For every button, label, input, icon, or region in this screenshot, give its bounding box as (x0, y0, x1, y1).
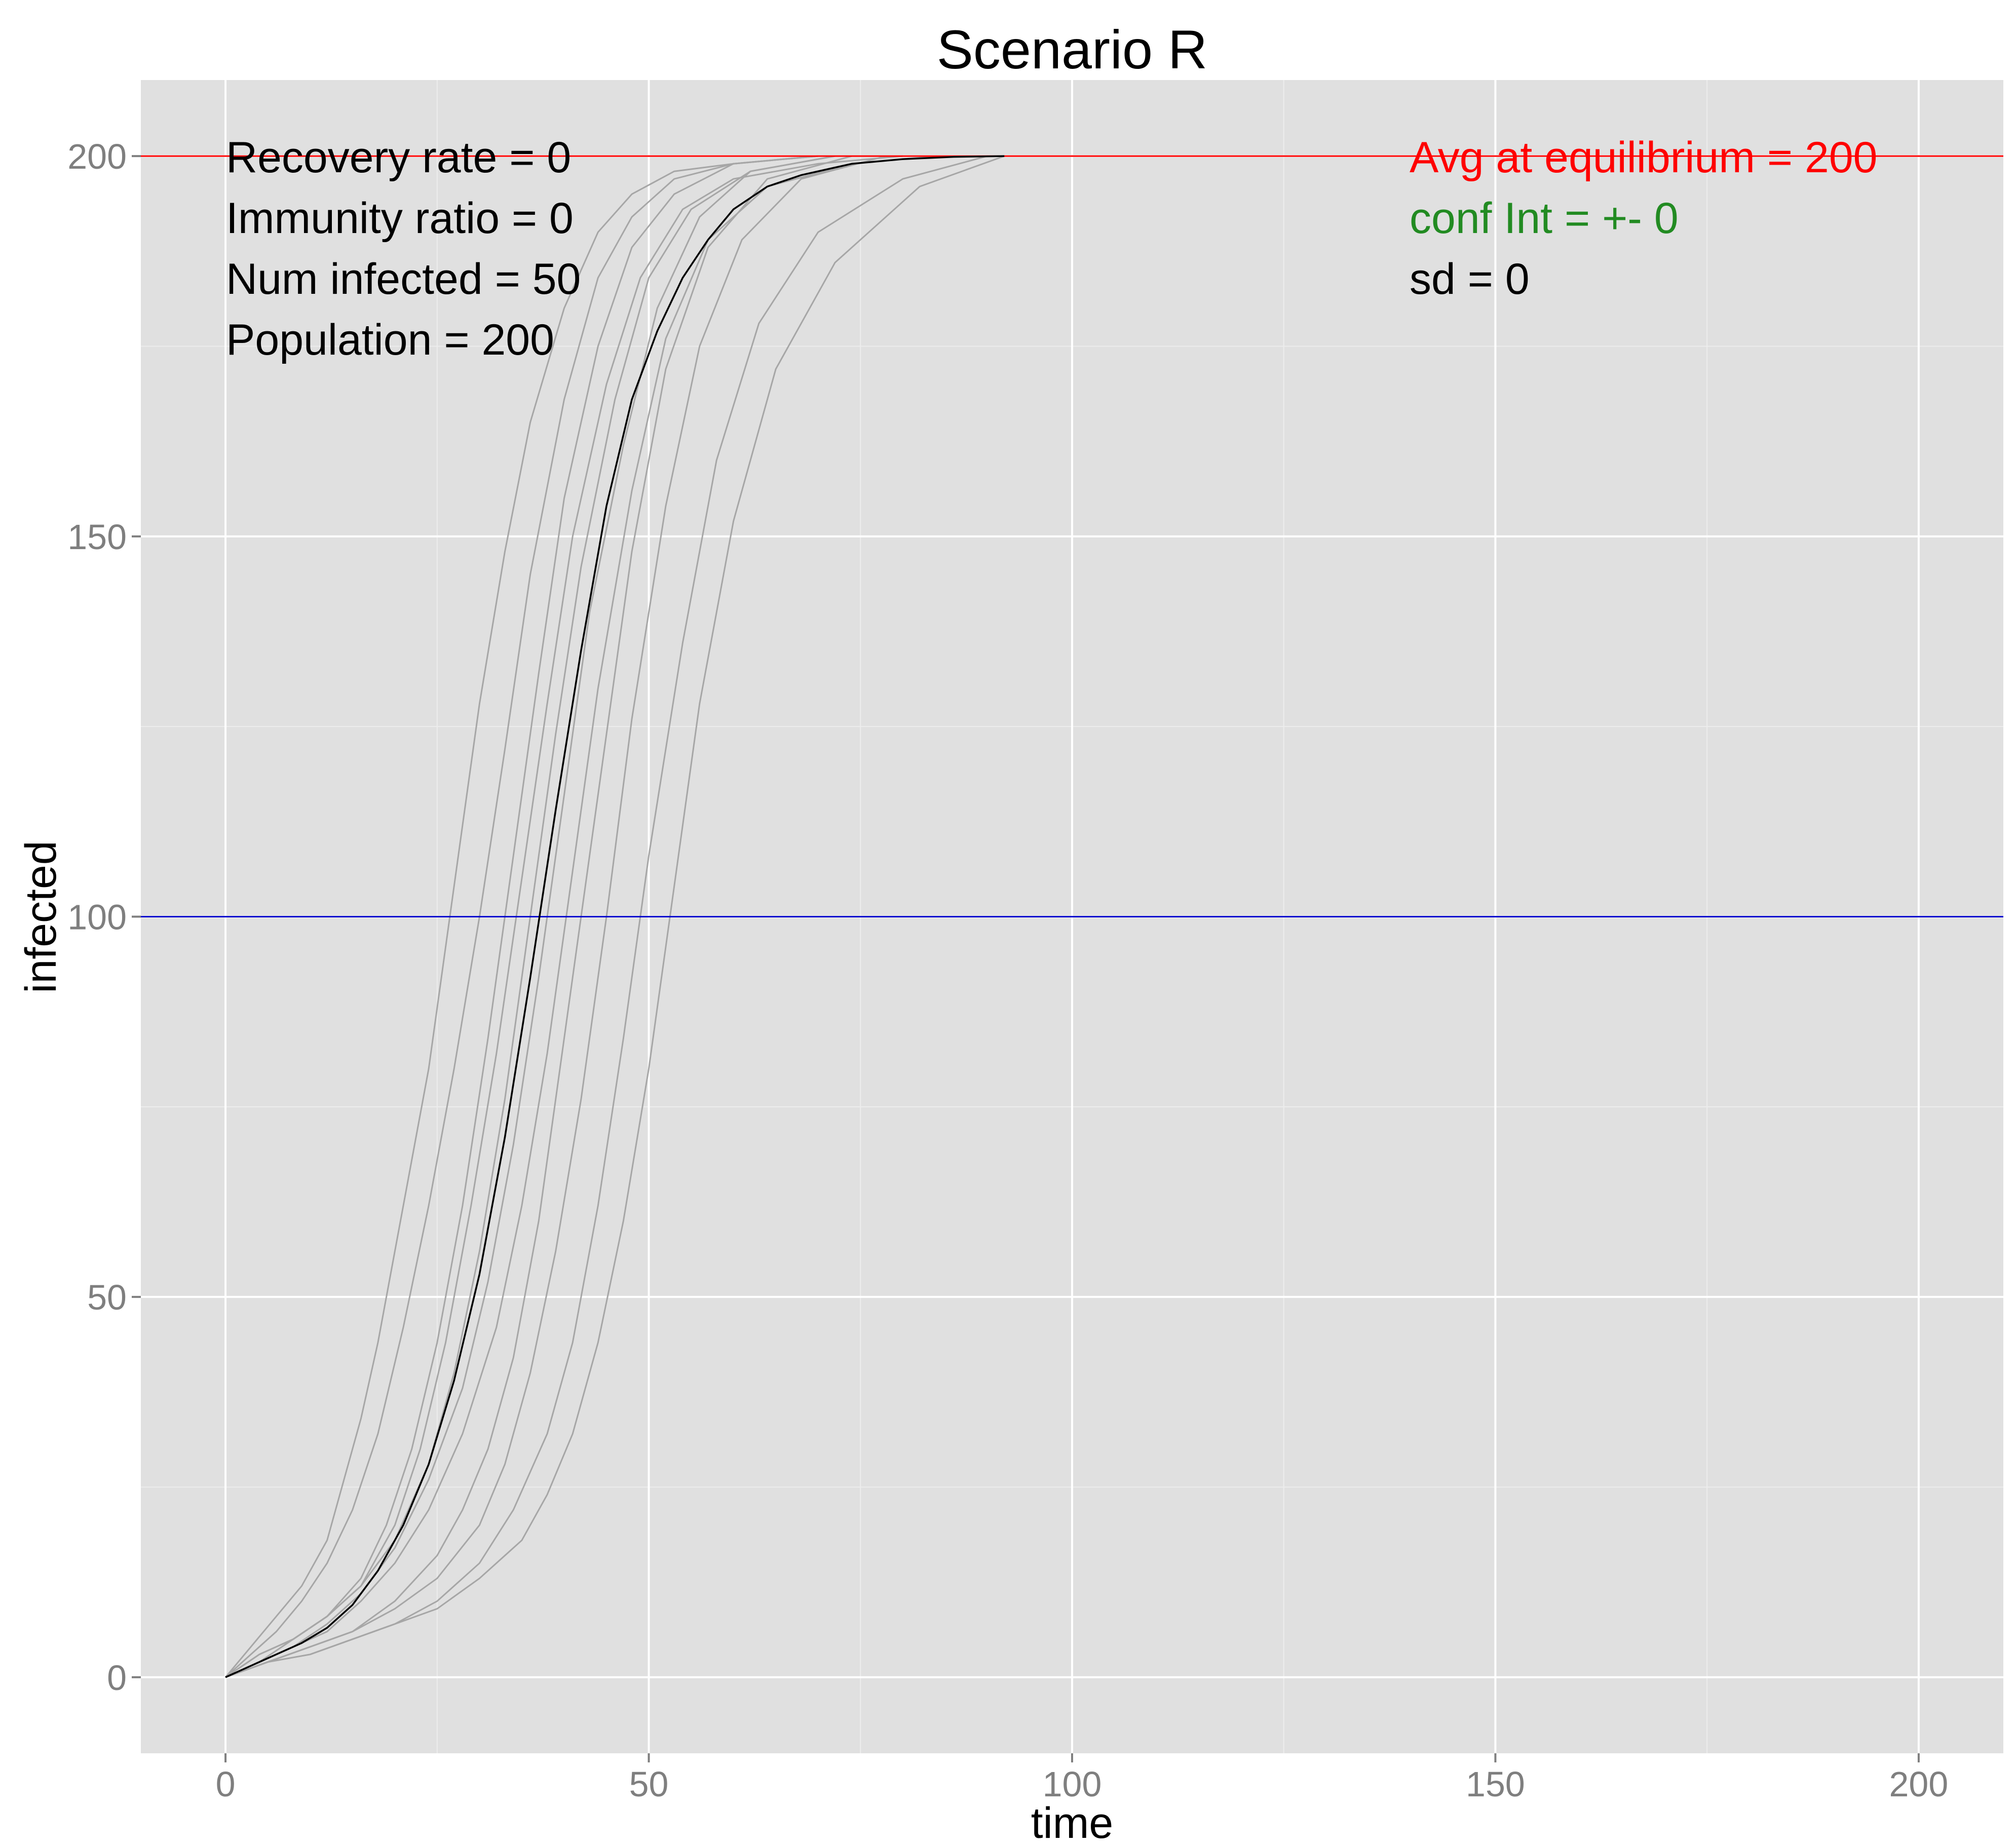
y-tick-label: 150 (67, 517, 127, 557)
chart-title: Scenario R (937, 19, 1207, 80)
run-line-9 (225, 155, 886, 1678)
simulation-runs (224, 155, 1005, 1678)
x-tick-label: 100 (1043, 1764, 1102, 1804)
annotation-conf-int: conf Int = +- 0 (1410, 194, 1679, 243)
tick-labels: 0 50 100 150 200 0 50 100 150 200 (67, 137, 1948, 1804)
annotation-recovery-rate: Recovery rate = 0 (226, 133, 571, 182)
annotation-num-infected: Num infected = 50 (226, 255, 581, 303)
annotation-population: Population = 200 (226, 316, 554, 364)
x-tick-label: 0 (216, 1764, 236, 1804)
x-axis-label: time (1031, 1799, 1113, 1847)
run-line-2 (225, 155, 818, 1678)
reference-lines (141, 155, 2003, 917)
annotation-sd: sd = 0 (1410, 255, 1530, 303)
x-tick-label: 150 (1466, 1764, 1525, 1804)
y-tick-label: 0 (107, 1658, 127, 1698)
mean-curve (225, 155, 1005, 1678)
statistics-annotations: Avg at equilibrium = 200 conf Int = +- 0… (1410, 133, 1878, 303)
annotation-avg-equilibrium: Avg at equilibrium = 200 (1410, 133, 1878, 182)
y-axis-label: infected (17, 840, 65, 993)
annotation-immunity-ratio: Immunity ratio = 0 (226, 194, 574, 243)
mean-line (225, 155, 1005, 1678)
x-tick-label: 200 (1889, 1764, 1949, 1804)
axis-ticks (132, 155, 1920, 1762)
run-line-11 (225, 155, 1005, 1678)
x-tick-label: 50 (629, 1764, 669, 1804)
run-line-6 (225, 155, 835, 1678)
run-line-5 (225, 155, 835, 1678)
parameter-annotations: Recovery rate = 0 Immunity ratio = 0 Num… (226, 133, 581, 364)
y-tick-label: 200 (67, 137, 127, 176)
y-tick-label: 100 (67, 898, 127, 937)
y-tick-label: 50 (87, 1278, 127, 1317)
run-line-1 (224, 155, 903, 1678)
